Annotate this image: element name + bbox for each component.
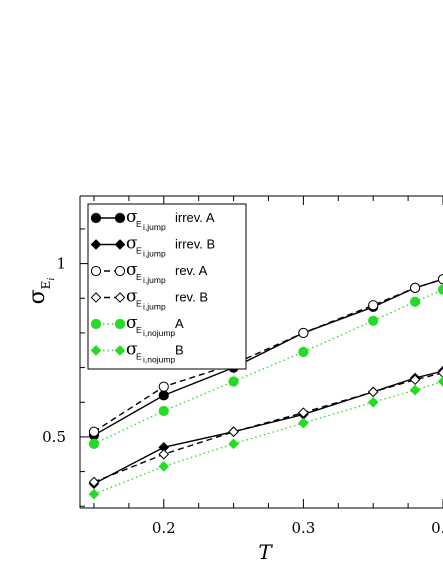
legend-marker xyxy=(114,265,126,277)
legend-sub: E xyxy=(136,299,142,309)
y-tick-label: 1 xyxy=(56,255,66,273)
data-point xyxy=(368,300,379,311)
data-point xyxy=(158,448,170,460)
data-point xyxy=(158,390,169,401)
legend-item: σE i,jump rev. A xyxy=(90,260,208,285)
series-5 xyxy=(88,284,443,449)
legend-marker xyxy=(90,239,102,250)
legend-label: irrev. A xyxy=(175,210,215,225)
data-point xyxy=(298,417,309,429)
data-point xyxy=(409,384,421,396)
legend-marker xyxy=(90,318,102,330)
data-point xyxy=(158,461,170,472)
legend-sub: E xyxy=(136,272,142,282)
data-point xyxy=(158,381,169,392)
data-point xyxy=(88,476,100,488)
legend-marker xyxy=(114,318,126,330)
legend-sub: E xyxy=(136,246,142,256)
plot-frame xyxy=(79,195,443,509)
data-point xyxy=(88,488,100,500)
x-tick-label: 0.2 xyxy=(152,519,176,537)
legend-label: rev. A xyxy=(175,263,208,278)
data-point xyxy=(409,282,421,293)
data-point xyxy=(88,426,100,437)
data-point xyxy=(437,274,443,285)
legend-subsub: i,nojump xyxy=(143,328,175,338)
legend-subsub: i,jump xyxy=(143,222,166,232)
data-point xyxy=(367,386,379,398)
data-point xyxy=(298,407,309,418)
x-tick-label: 0.4 xyxy=(431,519,443,537)
y-axis-label-sub: E xyxy=(39,281,53,290)
series-2 xyxy=(88,365,443,490)
legend-marker xyxy=(90,345,102,356)
axis-ticks xyxy=(80,196,443,508)
series-line xyxy=(93,370,443,485)
legend-symbol: σ xyxy=(126,260,138,280)
data-point xyxy=(228,438,239,450)
x-tick-label: 0.3 xyxy=(291,519,315,537)
y-axis-label: σEi xyxy=(25,278,57,305)
legend-marker xyxy=(90,292,102,303)
series-line xyxy=(93,372,443,483)
legend-subsub: i,jump xyxy=(143,275,166,285)
legend-subsub: i,nojump xyxy=(143,355,175,365)
legend-symbol: σ xyxy=(126,207,138,227)
y-tick-label: 0.5 xyxy=(42,428,66,446)
legend-label: B xyxy=(175,343,184,358)
data-point xyxy=(437,376,443,387)
data-point xyxy=(158,405,169,417)
legend-label: irrev. B xyxy=(175,237,215,252)
legend-sub: E xyxy=(136,219,142,229)
data-point xyxy=(409,296,421,307)
legend-subsub: i,jump xyxy=(143,249,166,259)
legend-label: A xyxy=(175,316,184,331)
data-point xyxy=(437,367,443,379)
data-point xyxy=(437,284,443,295)
legend-symbol: σ xyxy=(126,313,138,333)
legend-sub: E xyxy=(136,352,142,362)
data-point xyxy=(228,426,239,438)
legend-marker xyxy=(90,265,102,277)
data-point xyxy=(298,327,309,339)
legend-sub: E xyxy=(136,325,142,335)
legend-item: σE i,jump irrev. B xyxy=(90,234,215,259)
legend-subsub: i,jump xyxy=(143,302,166,312)
legend-symbol: σ xyxy=(126,234,138,254)
data-point xyxy=(409,374,421,386)
legend-item: σE i,jump irrev. A xyxy=(90,207,215,232)
legend-marker xyxy=(114,345,126,356)
legend-symbol: σ xyxy=(126,340,138,360)
tick-labels: 0.2 0.3 0.4 0.5 1 xyxy=(42,255,443,537)
data-point xyxy=(367,396,379,408)
series-6 xyxy=(88,376,443,500)
legend-marker xyxy=(114,212,126,224)
data-point xyxy=(298,346,309,358)
series-4 xyxy=(88,367,443,488)
data-point xyxy=(368,315,379,326)
legend-box xyxy=(87,203,247,370)
legend-item: σE i,jump rev. B xyxy=(90,287,208,312)
data-point xyxy=(228,376,239,387)
legend-marker xyxy=(90,212,102,224)
data-point xyxy=(88,438,100,449)
legend-symbol: σ xyxy=(126,287,138,307)
legend-marker xyxy=(114,292,126,303)
y-axis-label-symbol: σ xyxy=(25,289,50,304)
legend-label: rev. B xyxy=(175,290,208,305)
x-axis-label: T xyxy=(258,540,273,564)
svg-text:σEi: σEi xyxy=(25,278,57,305)
y-axis-label-subsub: i xyxy=(47,278,57,281)
legend-marker xyxy=(114,239,126,250)
series-layer xyxy=(88,274,443,500)
